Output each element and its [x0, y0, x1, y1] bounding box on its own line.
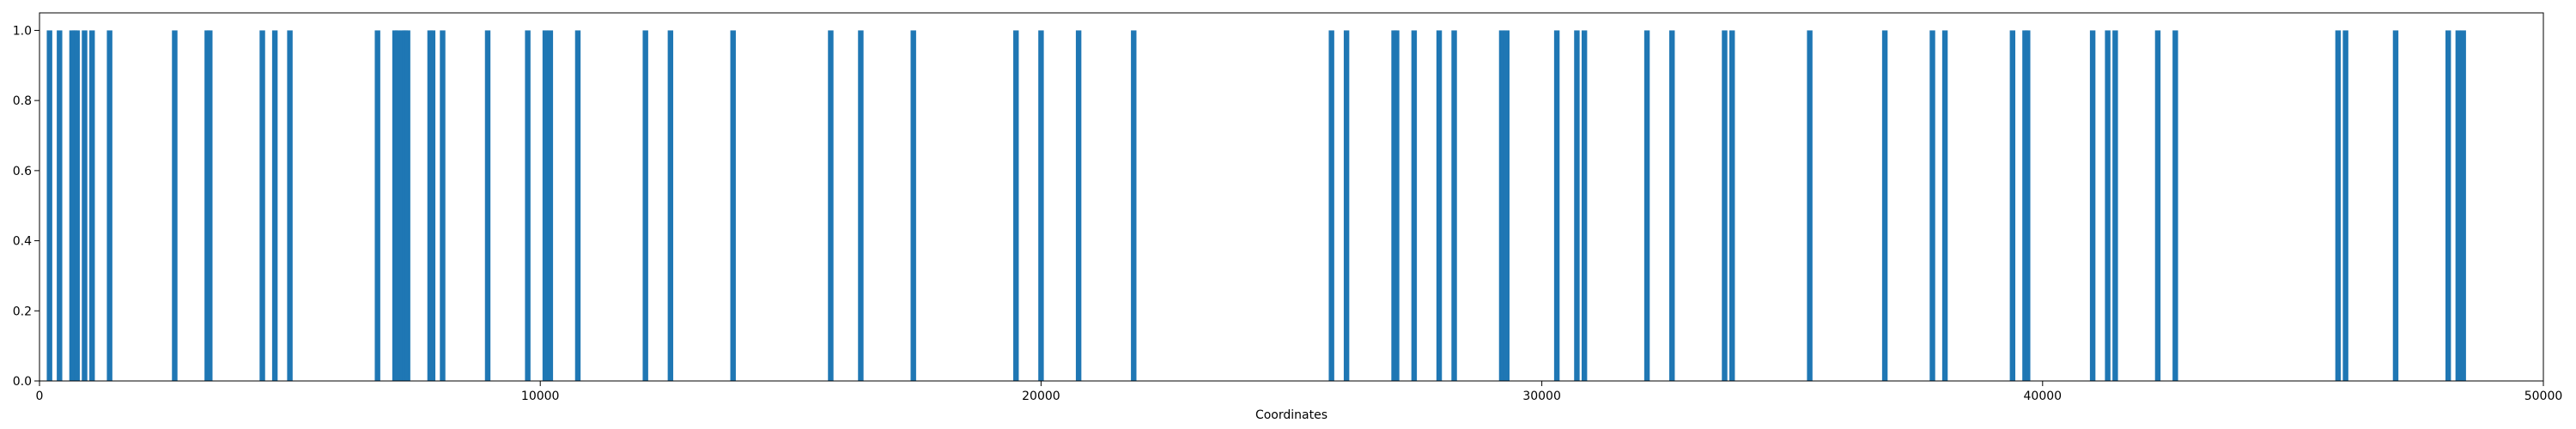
- bar: [667, 30, 674, 382]
- bar: [2445, 30, 2451, 382]
- bar: [1881, 30, 1888, 382]
- bar: [1729, 30, 1735, 382]
- bars-group: [46, 30, 2466, 382]
- bar: [2025, 30, 2031, 382]
- bar: [642, 30, 648, 382]
- bar: [106, 30, 112, 382]
- y-tick-label: 1.0: [13, 24, 32, 38]
- bar: [1722, 30, 1728, 382]
- bar: [2154, 30, 2161, 382]
- y-tick-label: 0.8: [13, 94, 32, 108]
- y-tick-label: 0.0: [13, 375, 32, 389]
- x-tick-label: 20000: [1022, 390, 1060, 403]
- bar: [547, 30, 554, 382]
- bar: [2460, 30, 2466, 382]
- bar: [1451, 30, 1457, 382]
- bar: [730, 30, 736, 382]
- bar: [82, 30, 88, 382]
- plot-frame: [39, 12, 2544, 382]
- bar: [2342, 30, 2348, 382]
- x-tick-label: 30000: [1522, 390, 1561, 403]
- x-tick-label: 40000: [2024, 390, 2063, 403]
- bar: [2009, 30, 2016, 382]
- bar: [1553, 30, 1560, 382]
- bar: [394, 30, 401, 382]
- bar: [1436, 30, 1443, 382]
- bar: [1669, 30, 1675, 382]
- bar: [259, 30, 265, 382]
- bar: [858, 30, 864, 382]
- bar: [484, 30, 491, 382]
- bar: [2112, 30, 2118, 382]
- bar: [2172, 30, 2178, 382]
- bar: [574, 30, 581, 382]
- bar: [74, 30, 80, 382]
- bar: [1498, 30, 1505, 382]
- bar: [46, 30, 52, 382]
- bar: [1394, 30, 1400, 382]
- bar: [2335, 30, 2342, 382]
- bar: [1574, 30, 1580, 382]
- bar: [910, 30, 916, 382]
- bar: [525, 30, 531, 382]
- y-tick-label: 0.4: [13, 235, 32, 249]
- bar: [1929, 30, 1935, 382]
- y-tick-label: 0.6: [13, 165, 32, 178]
- bar: [57, 30, 63, 382]
- bar: [374, 30, 380, 382]
- bar: [828, 30, 834, 382]
- bar: [1075, 30, 1082, 382]
- y-axis-ticks: 0.0 0.2 0.4 0.6 0.8 1.0: [13, 24, 39, 389]
- bar: [1328, 30, 1334, 382]
- bar: [89, 30, 95, 382]
- x-tick-label: 50000: [2524, 390, 2563, 403]
- bar: [440, 30, 446, 382]
- x-tick-label: 10000: [521, 390, 560, 403]
- bar: [1131, 30, 1137, 382]
- x-axis-label: Coordinates: [1255, 408, 1327, 422]
- bar: [1581, 30, 1588, 382]
- y-tick-label: 0.2: [13, 305, 32, 318]
- bar: [1941, 30, 1948, 382]
- bar: [207, 30, 213, 382]
- bar: [404, 30, 410, 382]
- x-axis-ticks: 0 10000 20000 30000 40000 50000: [36, 381, 2563, 403]
- bar: [1411, 30, 1418, 382]
- bar: [1643, 30, 1650, 382]
- bar: [429, 30, 436, 382]
- x-tick-label: 0: [36, 390, 44, 403]
- bar: [1807, 30, 1813, 382]
- bar: [1013, 30, 1019, 382]
- bar: [271, 30, 278, 382]
- bar: [2392, 30, 2399, 382]
- bar: [1504, 30, 1510, 382]
- bar: [542, 30, 549, 382]
- bar: [172, 30, 178, 382]
- bar: [2089, 30, 2096, 382]
- bar: [1038, 30, 1044, 382]
- bar: [1343, 30, 1350, 382]
- bar: [2105, 30, 2111, 382]
- bar: [287, 30, 293, 382]
- bar: [2455, 30, 2462, 382]
